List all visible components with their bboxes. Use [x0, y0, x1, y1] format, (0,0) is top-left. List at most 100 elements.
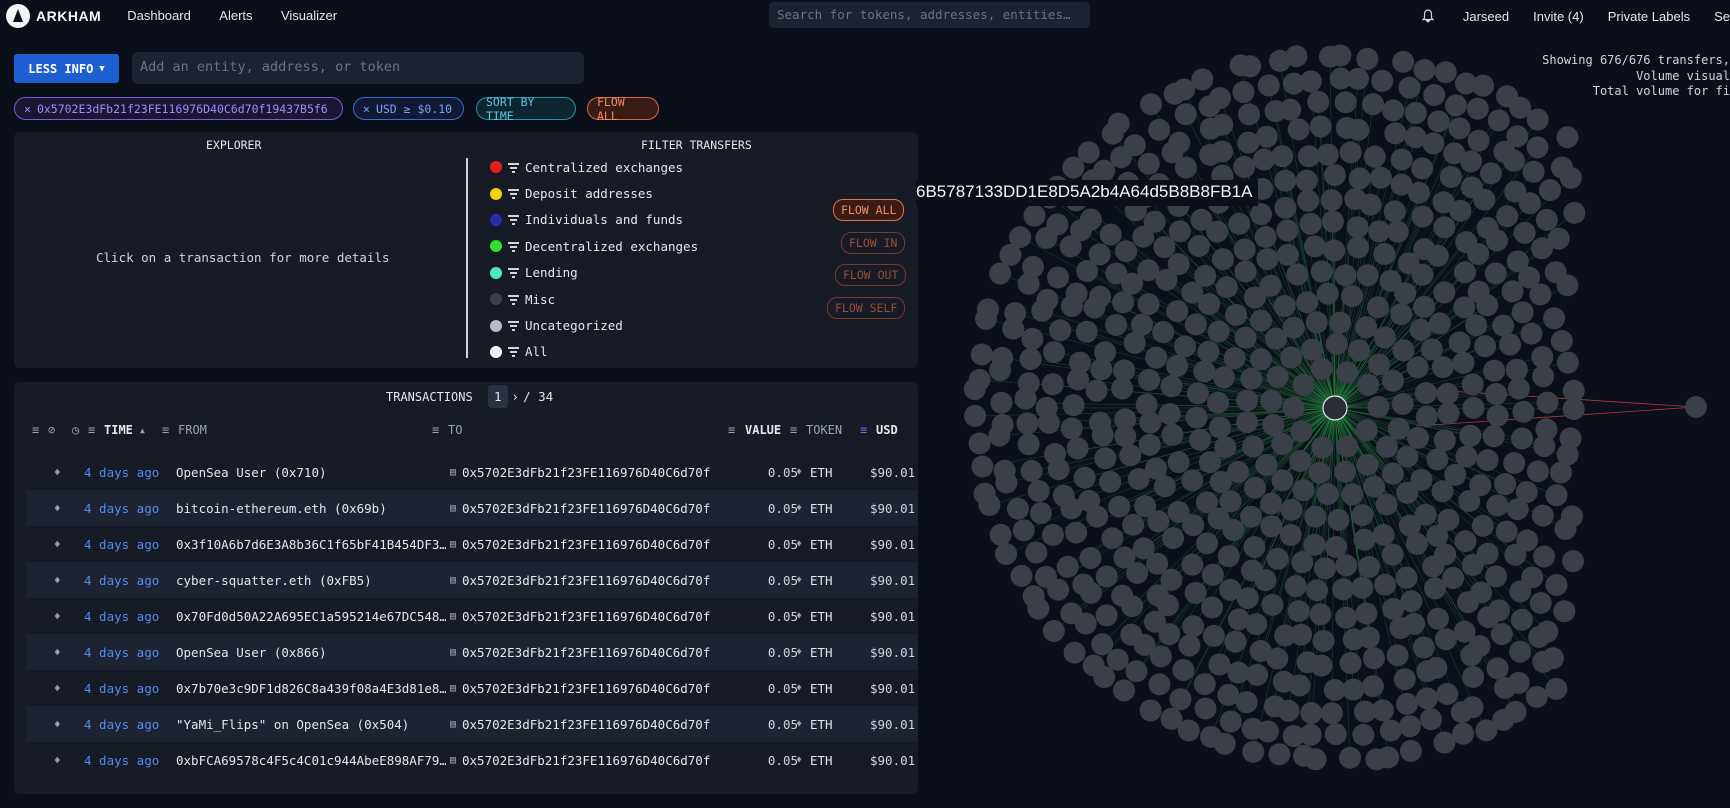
- graph-node[interactable]: [1477, 606, 1500, 629]
- graph-node[interactable]: [1299, 212, 1322, 235]
- graph-node[interactable]: [1089, 285, 1112, 308]
- graph-node[interactable]: [1346, 67, 1369, 90]
- graph-node[interactable]: [1208, 653, 1231, 676]
- graph-node[interactable]: [1308, 461, 1331, 484]
- graph-node[interactable]: [1304, 505, 1327, 528]
- less-info-button[interactable]: LESS INFO ▼: [14, 54, 119, 83]
- graph-node[interactable]: [1305, 311, 1328, 334]
- graph-node[interactable]: [1262, 413, 1285, 436]
- graph-node[interactable]: [1339, 141, 1362, 164]
- graph-node[interactable]: [990, 391, 1013, 414]
- flow-all-button[interactable]: FLOW ALL: [833, 199, 905, 221]
- graph-node[interactable]: [1472, 74, 1495, 97]
- tx-time-link[interactable]: 4 days ago: [84, 644, 160, 660]
- graph-node[interactable]: [1111, 377, 1134, 400]
- graph-node[interactable]: [1386, 220, 1409, 243]
- table-row[interactable]: ♦ 4 days ago cyber-squatter.eth (0xFB5) ▤ 0x…: [26, 562, 918, 598]
- graph-node[interactable]: [1287, 600, 1310, 623]
- graph-node[interactable]: [1493, 676, 1516, 699]
- graph-node[interactable]: [1482, 425, 1505, 448]
- graph-node[interactable]: [1228, 212, 1251, 235]
- graph-node[interactable]: [1145, 346, 1168, 369]
- graph-node[interactable]: [1114, 425, 1137, 448]
- graph-node[interactable]: [1075, 320, 1098, 343]
- graph-node[interactable]: [1339, 746, 1362, 769]
- graph-node[interactable]: [1289, 450, 1312, 473]
- graph-node[interactable]: [1206, 220, 1229, 243]
- graph-node[interactable]: [1195, 491, 1218, 514]
- graph-node[interactable]: [1139, 411, 1162, 434]
- graph-node[interactable]: [1383, 200, 1406, 223]
- graph-node[interactable]: [1219, 710, 1242, 733]
- tx-to[interactable]: 0x5702E3dFb21f23FE116976D40C6d70f…: [462, 680, 710, 696]
- graph-node[interactable]: [1504, 543, 1527, 566]
- filter-icon[interactable]: [508, 294, 519, 305]
- graph-node[interactable]: [1406, 356, 1429, 379]
- flow-in-button[interactable]: FLOW IN: [841, 232, 906, 254]
- graph-node[interactable]: [1503, 451, 1526, 474]
- graph-node[interactable]: [1390, 173, 1413, 196]
- graph-node[interactable]: [1162, 527, 1185, 550]
- tx-time-link[interactable]: 4 days ago: [84, 752, 160, 768]
- global-search-input[interactable]: Search for tokens, addresses, entities…: [769, 2, 1090, 28]
- graph-node[interactable]: [1355, 419, 1378, 442]
- address-filter-chip[interactable]: × 0x5702E3dFb21f23FE116976D40C6d70f19437…: [14, 97, 343, 120]
- page-number[interactable]: 1: [488, 385, 508, 408]
- graph-node[interactable]: [1227, 661, 1250, 684]
- tx-token[interactable]: ETH: [810, 680, 833, 696]
- graph-node[interactable]: [1455, 445, 1478, 468]
- graph-node[interactable]: [1211, 140, 1234, 163]
- graph-node[interactable]: [1426, 607, 1449, 630]
- graph-node[interactable]: [1355, 316, 1378, 339]
- graph-node[interactable]: [1272, 670, 1295, 693]
- graph-node[interactable]: [1485, 382, 1508, 405]
- graph-node[interactable]: [1461, 373, 1484, 396]
- graph-node[interactable]: [1496, 205, 1519, 228]
- graph-node[interactable]: [1414, 503, 1437, 526]
- filter-icon[interactable]: [508, 321, 519, 332]
- graph-node[interactable]: [1529, 283, 1552, 306]
- graph-node[interactable]: [991, 413, 1014, 436]
- graph-node[interactable]: [1194, 264, 1217, 287]
- graph-node[interactable]: [973, 482, 996, 505]
- graph-node[interactable]: [1399, 739, 1422, 762]
- category-dot-icon[interactable]: [490, 161, 502, 174]
- graph-node[interactable]: [1339, 652, 1362, 675]
- graph-node[interactable]: [1406, 426, 1429, 449]
- graph-node[interactable]: [1353, 700, 1376, 723]
- graph-node[interactable]: [1450, 701, 1473, 724]
- graph-node[interactable]: [1246, 663, 1269, 686]
- graph-node[interactable]: [1550, 330, 1573, 353]
- graph-node[interactable]: [1250, 348, 1273, 371]
- graph-node[interactable]: [1320, 189, 1343, 212]
- graph-node[interactable]: [995, 542, 1018, 565]
- graph-node[interactable]: [1437, 402, 1460, 425]
- graph-node[interactable]: [1362, 93, 1385, 116]
- category-dot-icon[interactable]: [490, 319, 502, 332]
- graph-node[interactable]: [1356, 264, 1379, 287]
- graph-node[interactable]: [1390, 303, 1413, 326]
- graph-node[interactable]: [1099, 470, 1122, 493]
- graph-node[interactable]: [1303, 533, 1326, 556]
- graph-node[interactable]: [1351, 504, 1374, 527]
- graph-node[interactable]: [1366, 296, 1389, 319]
- graph-node[interactable]: [1260, 515, 1283, 538]
- graph-node[interactable]: [1407, 181, 1430, 204]
- graph-node[interactable]: [1224, 630, 1247, 653]
- graph-node[interactable]: [1085, 379, 1108, 402]
- graph-node[interactable]: [1284, 575, 1307, 598]
- tx-to[interactable]: 0x5702E3dFb21f23FE116976D40C6d70f…: [462, 752, 710, 768]
- graph-node[interactable]: [1316, 143, 1339, 166]
- graph-node[interactable]: [1507, 377, 1530, 400]
- from-header[interactable]: FROM: [178, 423, 207, 437]
- table-row[interactable]: ♦ 4 days ago 0x70Fd0d50A22A695EC1a595214e6…: [26, 598, 918, 634]
- graph-node[interactable]: [1036, 288, 1059, 311]
- filter-icon[interactable]: [508, 241, 519, 252]
- graph-node[interactable]: [1362, 647, 1385, 670]
- graph-node[interactable]: [1249, 309, 1272, 332]
- graph-node[interactable]: [1434, 628, 1457, 651]
- graph-node[interactable]: [1160, 707, 1183, 730]
- graph-node[interactable]: [1433, 281, 1456, 304]
- filter-icon[interactable]: ≡: [432, 423, 440, 437]
- graph-node[interactable]: [1227, 460, 1250, 483]
